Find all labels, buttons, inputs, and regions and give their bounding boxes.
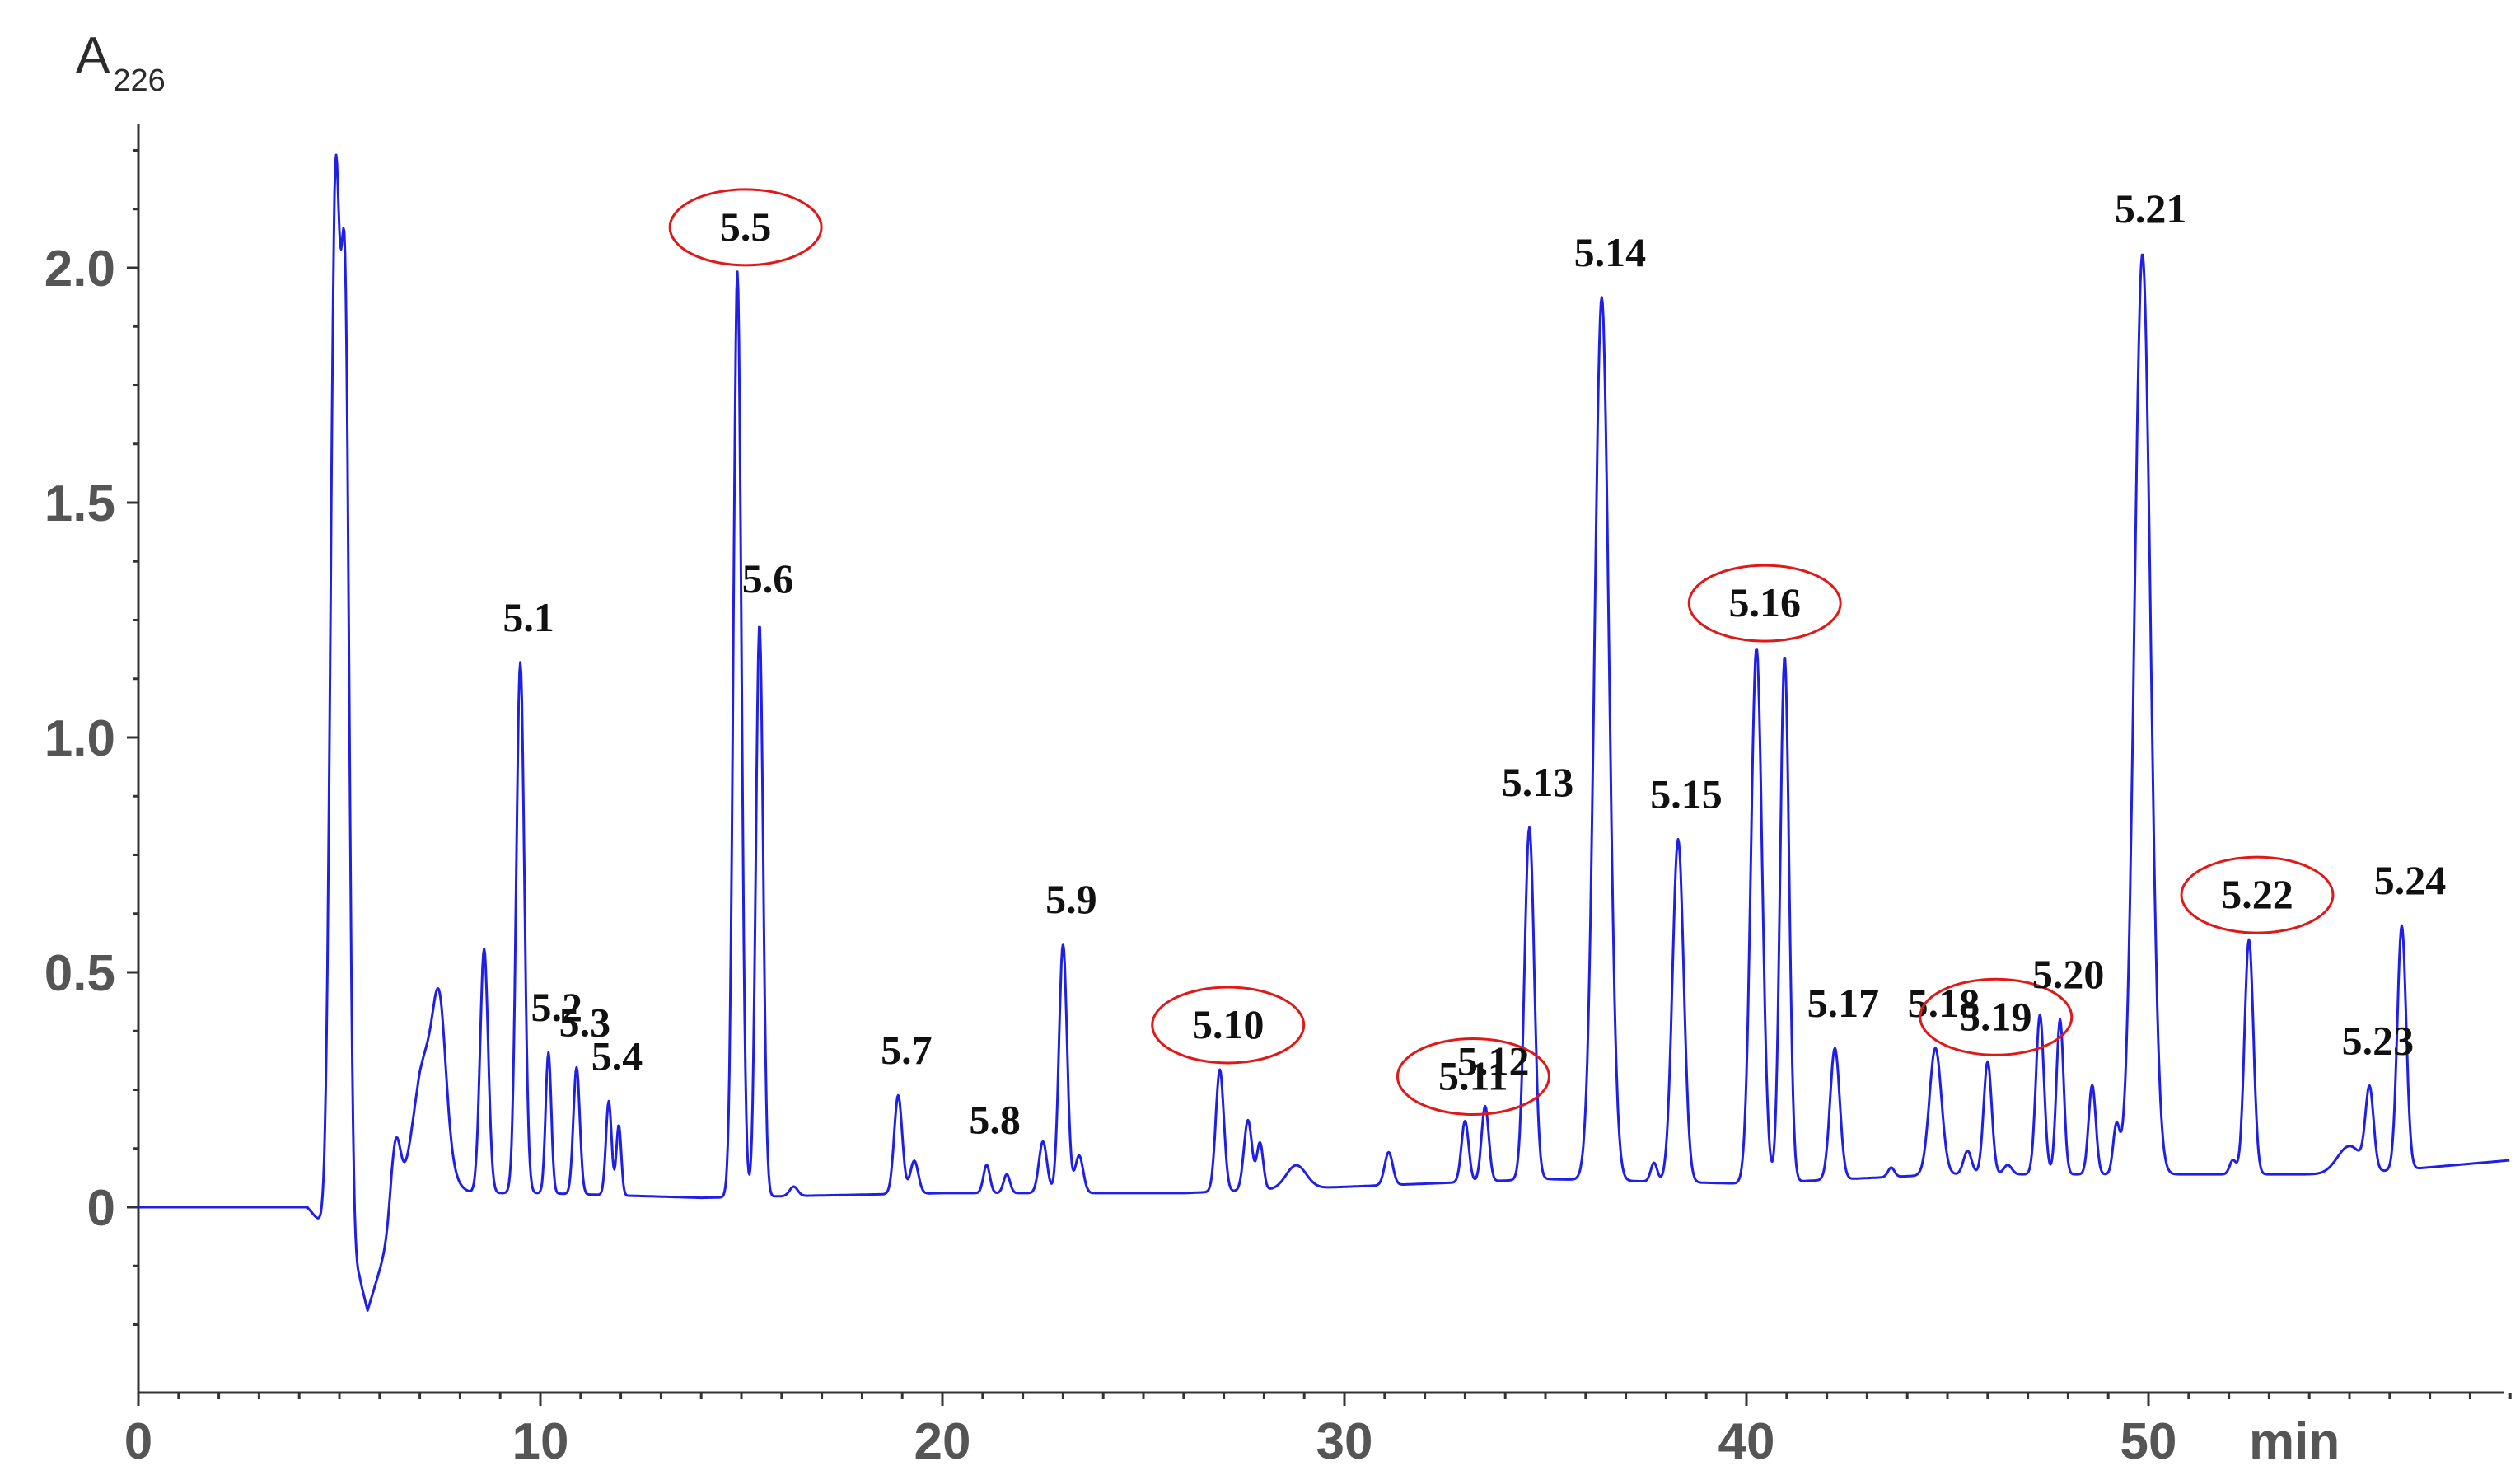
peak-circle-marker xyxy=(1919,977,2074,1056)
peak-label: 5.3 xyxy=(559,999,611,1045)
peak-label: 5.6 xyxy=(742,555,794,602)
peak-label: 5.17 xyxy=(1807,980,1880,1026)
x-tick-label: 40 xyxy=(1718,1413,1775,1470)
peak-label: 5.19 xyxy=(1960,993,2032,1039)
peak-label: 5.4 xyxy=(591,1032,643,1079)
chromatogram-trace xyxy=(138,153,2510,1312)
peak-label: 5.22 xyxy=(2221,871,2293,917)
peak-circle-marker xyxy=(668,188,823,267)
y-axis-label: A 226 xyxy=(76,27,166,98)
peak-label: 5.20 xyxy=(2032,951,2105,997)
x-tick-label: 50 xyxy=(2120,1413,2177,1470)
x-tick-label: 30 xyxy=(1316,1413,1373,1470)
x-tick-label: 20 xyxy=(914,1413,971,1470)
peak-label: 5.13 xyxy=(1502,759,1574,805)
chart-ticks: 0 0.5 1.0 1.5 2.0 0 10 20 30 40 50 xyxy=(44,149,2512,1470)
peak-label: 5.7 xyxy=(881,1027,933,1073)
peak-circle-marker xyxy=(1396,1037,1550,1116)
peak-circle-marker xyxy=(2180,855,2335,934)
peak-label: 5.10 xyxy=(1192,1001,1265,1047)
peak-label: 5.15 xyxy=(1650,770,1723,817)
peak-label: 5.16 xyxy=(1728,579,1801,625)
peak-label: 5.11 xyxy=(1438,1053,1508,1099)
y-axis-label-main: A xyxy=(76,27,110,84)
y-tick-label: 0 xyxy=(87,1180,115,1237)
chart-axes xyxy=(137,124,2504,1394)
x-axis-unit-label: min xyxy=(2249,1413,2340,1470)
x-tick-label: 0 xyxy=(124,1413,152,1470)
peak-circle-marker xyxy=(1687,564,1842,643)
y-axis-label-subscript: 226 xyxy=(113,63,165,98)
peak-label: 5.12 xyxy=(1457,1037,1530,1084)
peak-label: 5.21 xyxy=(2115,185,2187,232)
y-tick-label: 0.5 xyxy=(44,945,115,1002)
trace-group xyxy=(138,153,2510,1312)
peak-label: 5.1 xyxy=(503,594,554,640)
y-tick-label: 2.0 xyxy=(44,241,115,297)
peak-label: 5.2 xyxy=(531,984,583,1030)
peak-label: 5.5 xyxy=(720,204,772,250)
peak-label: 5.23 xyxy=(2342,1018,2415,1064)
peak-label: 5.24 xyxy=(2374,857,2447,903)
peak-label: 5.8 xyxy=(969,1097,1021,1143)
x-tick-label: 10 xyxy=(512,1413,569,1470)
peak-label: 5.14 xyxy=(1574,229,1647,275)
peak-circle-marker xyxy=(1151,986,1306,1065)
y-tick-label: 1.0 xyxy=(44,710,115,767)
y-tick-label: 1.5 xyxy=(44,475,115,532)
peak-label: 5.9 xyxy=(1045,876,1097,922)
peak-labels: 5.1 5.25.35.4 5.5 5.6 5.7 5.8 5.9 5.10 5.115.12 5… xyxy=(503,185,2446,1143)
